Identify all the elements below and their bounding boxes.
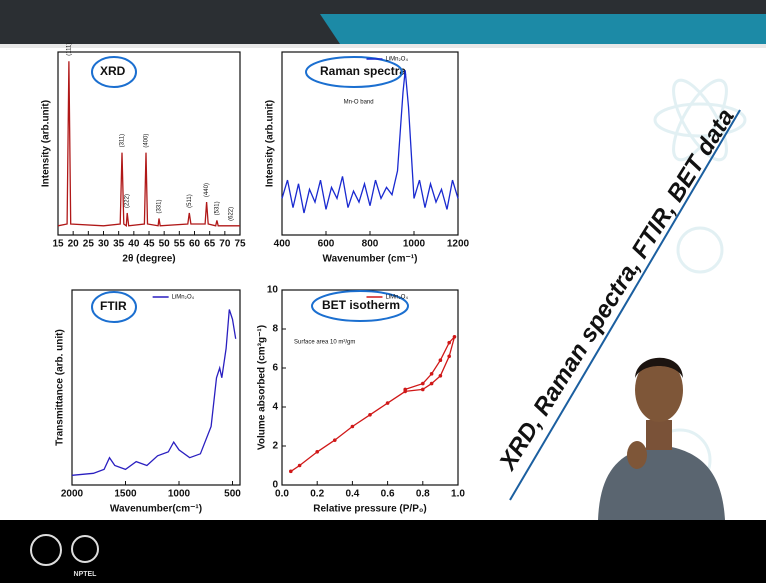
x-tick-label: 1200 [447,239,470,250]
x-tick-label: 400 [274,239,291,250]
y-axis-label: Intensity (arb.unit) [265,100,276,187]
chart-subtitle: Surface area 10 m²/gm [294,340,355,346]
x-tick-label: 800 [362,239,379,250]
x-tick-label: 2000 [61,489,84,500]
y-tick-label: 4 [272,402,278,413]
peak-label: (111) [66,43,72,56]
peak-label: (622) [228,207,234,221]
x-tick-label: 35 [113,239,125,250]
data-point [430,382,434,386]
x-tick-label: 1000 [403,239,426,250]
x-tick-label: 600 [318,239,335,250]
x-tick-label: 40 [128,239,140,250]
x-tick-label: 1500 [114,489,137,500]
data-point [447,341,451,345]
y-axis-label: Intensity (arb.unit) [41,100,52,187]
data-point [439,374,443,378]
x-tick-label: 25 [83,239,95,250]
x-tick-label: 500 [224,489,241,500]
legend-label: LiMn₂O₄ [385,57,408,63]
y-tick-label: 8 [272,324,278,335]
data-point [368,413,372,417]
data-point [315,450,319,454]
chart-title: FTIR [100,299,127,313]
x-tick-label: 0.2 [310,489,324,500]
x-tick-label: 15 [52,239,64,250]
top-accent [320,14,766,44]
footer [0,520,766,583]
y-axis-label: Transmittance (arb. unit) [55,329,66,446]
data-point [430,372,434,376]
legend-label: LiMn₂O₄ [172,295,195,301]
data-point [403,388,407,392]
y-tick-label: 10 [267,285,279,296]
peak-label: (311) [120,134,126,148]
x-axis-label: 2θ (degree) [122,254,175,265]
top-divider [0,44,766,48]
data-point [421,388,425,392]
x-tick-label: 50 [159,239,171,250]
peak-label: (531) [215,201,221,215]
data-point [289,470,293,474]
x-tick-label: 20 [68,239,80,250]
slide-screenshot: XRD, Raman spectra, FTIR, BET data NPTEL… [0,0,766,583]
y-axis-label: Volume absorbed (cm³g⁻¹) [257,325,268,450]
annotation: Mn-O band [344,100,374,106]
x-tick-label: 0.8 [416,489,430,500]
x-tick-label: 0.6 [381,489,395,500]
y-tick-label: 0 [272,480,278,491]
chart-title: Raman spectra [320,64,406,78]
x-axis-label: Wavenumber(cm⁻¹) [110,504,202,515]
data-point [351,425,355,429]
y-tick-label: 2 [272,441,278,452]
peak-label: (400) [144,134,150,148]
x-tick-label: 55 [174,239,186,250]
chart-title: XRD [100,64,126,78]
data-point [447,355,451,359]
x-axis-label: Wavenumber (cm⁻¹) [323,254,418,265]
peak-label: (331) [157,200,163,214]
x-tick-label: 60 [189,239,201,250]
x-tick-label: 1000 [168,489,191,500]
peak-label: (511) [187,194,193,208]
logo-text: NPTEL [74,571,98,578]
x-tick-label: 75 [234,239,246,250]
data-point [333,438,337,442]
data-point [421,382,425,386]
x-tick-label: 45 [143,239,155,250]
x-tick-label: 30 [98,239,110,250]
data-point [386,401,390,405]
x-tick-label: 65 [204,239,216,250]
x-tick-label: 70 [219,239,231,250]
y-tick-label: 6 [272,363,278,374]
legend-label: LiMn₂O₄ [385,295,408,301]
x-axis-label: Relative pressure (P/P₀) [313,504,426,515]
data-point [439,358,443,362]
x-tick-label: 0.4 [345,489,359,500]
peak-label: (440) [204,183,210,197]
data-point [453,335,457,339]
peak-label: (222) [125,194,131,208]
x-tick-label: 1.0 [451,489,465,500]
data-point [298,464,302,468]
